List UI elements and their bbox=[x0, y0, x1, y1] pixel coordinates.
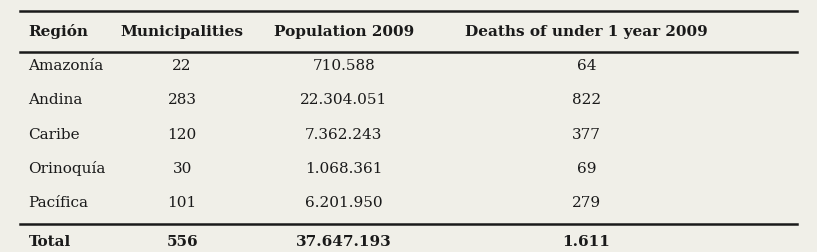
Text: 64: 64 bbox=[577, 59, 596, 73]
Text: 120: 120 bbox=[167, 128, 197, 142]
Text: 101: 101 bbox=[167, 196, 197, 210]
Text: 710.588: 710.588 bbox=[312, 59, 375, 73]
Text: 6.201.950: 6.201.950 bbox=[305, 196, 382, 210]
Text: 37.647.193: 37.647.193 bbox=[296, 235, 391, 249]
Text: 283: 283 bbox=[167, 93, 197, 107]
Text: Región: Región bbox=[29, 24, 88, 39]
Text: 30: 30 bbox=[172, 162, 192, 176]
Text: 1.068.361: 1.068.361 bbox=[305, 162, 382, 176]
Text: Amazonía: Amazonía bbox=[29, 59, 104, 73]
Text: 22.304.051: 22.304.051 bbox=[300, 93, 387, 107]
Text: 822: 822 bbox=[572, 93, 601, 107]
Text: 69: 69 bbox=[577, 162, 596, 176]
Text: 22: 22 bbox=[172, 59, 192, 73]
Text: 377: 377 bbox=[572, 128, 600, 142]
Text: 7.362.243: 7.362.243 bbox=[305, 128, 382, 142]
Text: Deaths of under 1 year 2009: Deaths of under 1 year 2009 bbox=[465, 25, 708, 39]
Text: Pacífica: Pacífica bbox=[29, 196, 88, 210]
Text: 1.611: 1.611 bbox=[562, 235, 610, 249]
Text: 556: 556 bbox=[167, 235, 198, 249]
Text: Municipalities: Municipalities bbox=[121, 25, 243, 39]
Text: Caribe: Caribe bbox=[29, 128, 80, 142]
Text: Orinoquía: Orinoquía bbox=[29, 162, 106, 176]
Text: 279: 279 bbox=[572, 196, 601, 210]
Text: Population 2009: Population 2009 bbox=[274, 25, 414, 39]
Text: Andina: Andina bbox=[29, 93, 83, 107]
Text: Total: Total bbox=[29, 235, 71, 249]
